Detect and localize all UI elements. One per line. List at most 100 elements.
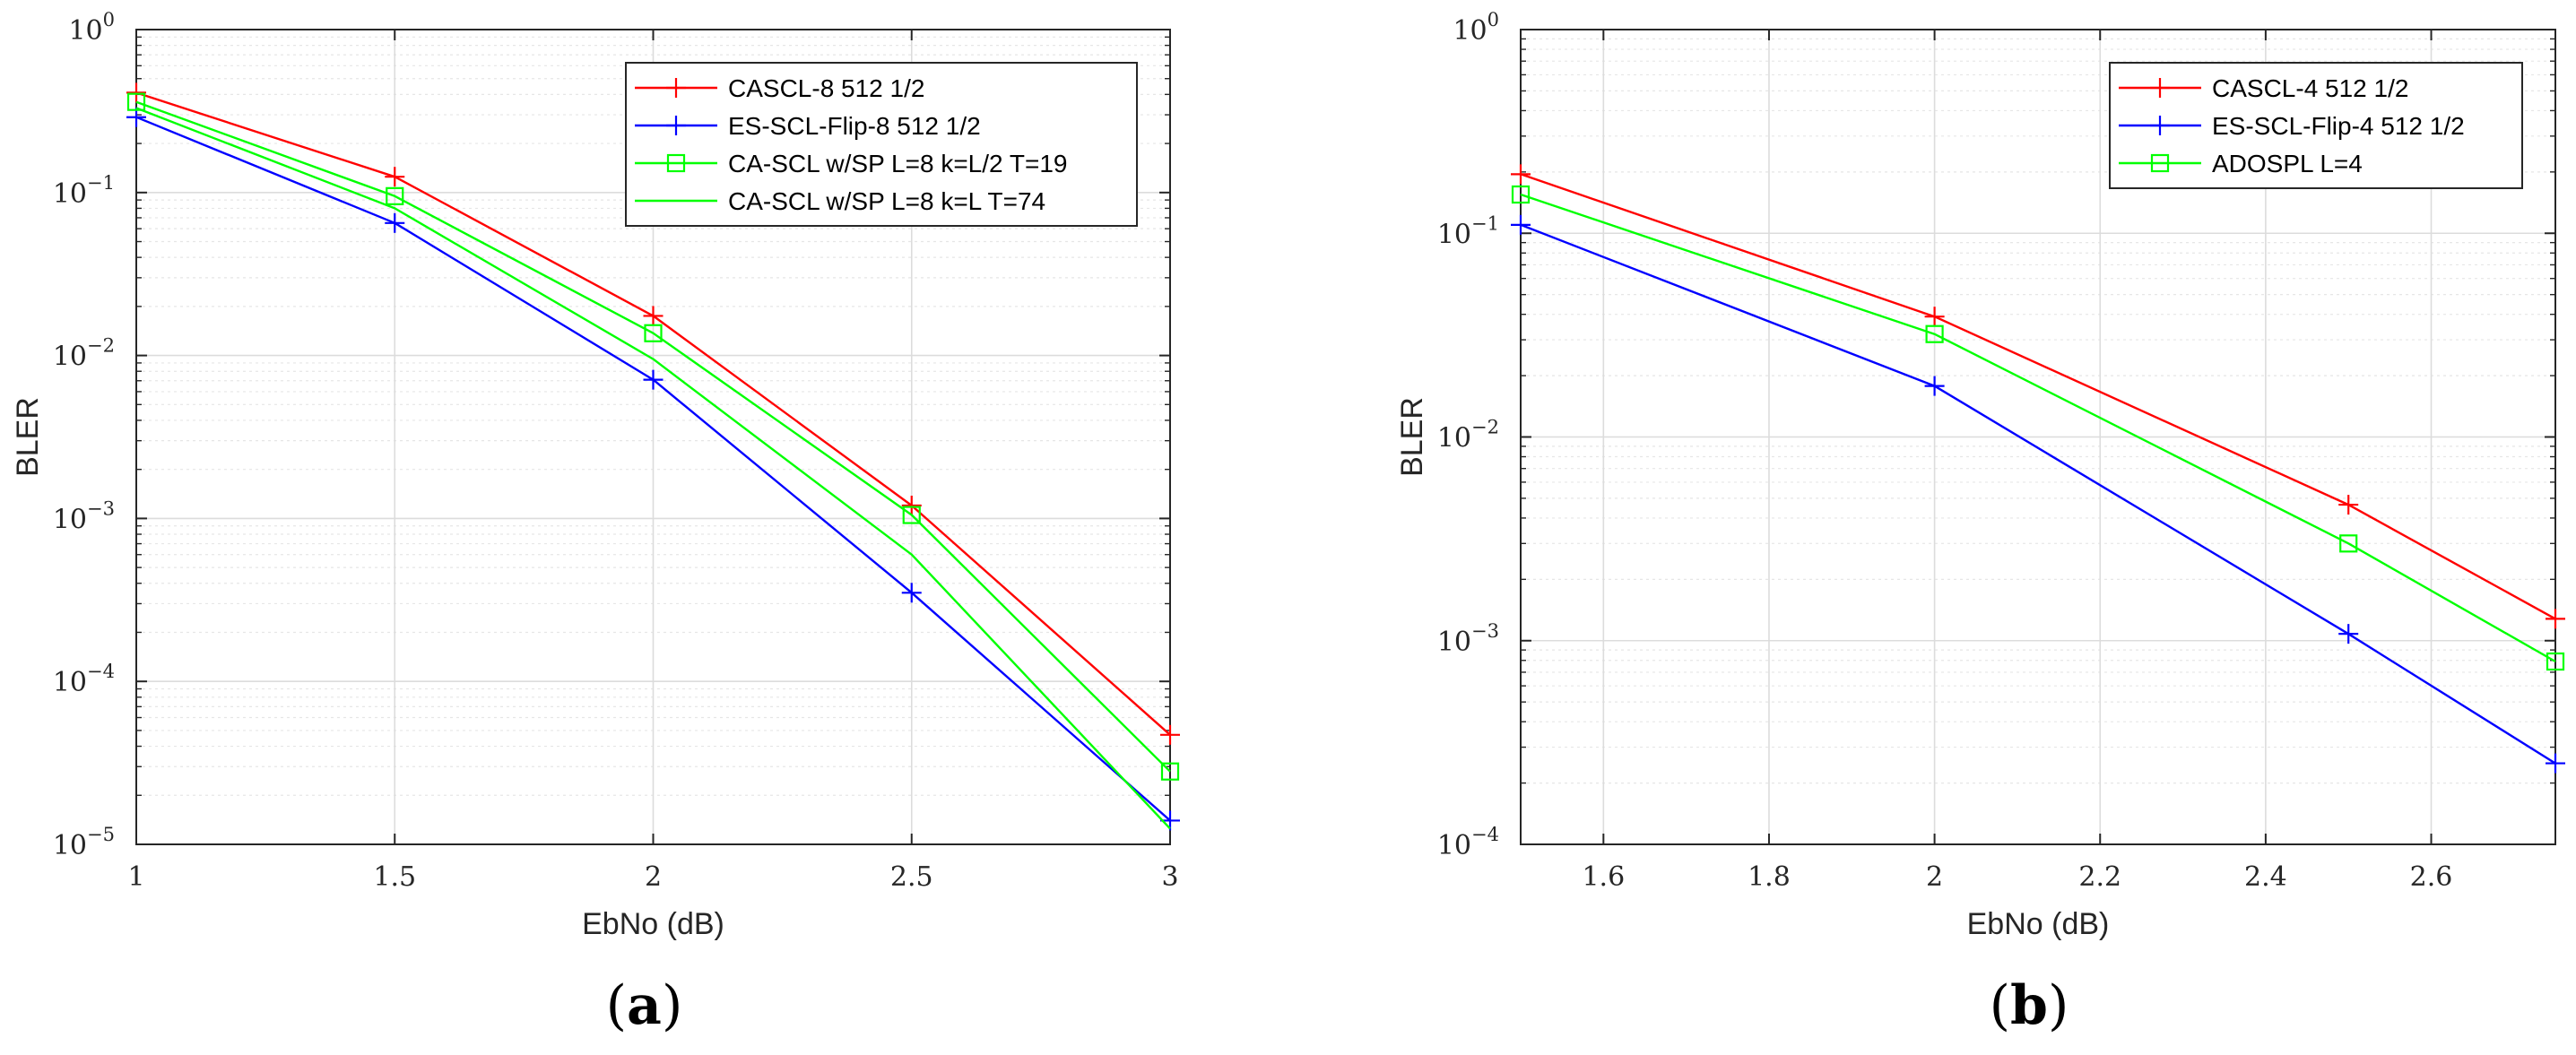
x-tick-label: 2.4 — [2244, 861, 2287, 893]
x-tick-label: 2.6 — [2410, 861, 2453, 893]
y-tick-label: 10−1 — [53, 172, 115, 210]
y-tick-label: 10−5 — [53, 824, 115, 861]
y-tick-exponent: 0 — [1487, 9, 1499, 30]
y-tick-exponent: −2 — [1471, 417, 1499, 438]
y-tick-exponent: −1 — [1471, 212, 1499, 234]
data-point — [643, 306, 664, 326]
data-point — [2546, 652, 2565, 671]
x-axis-label: EbNo (dB) — [1967, 907, 2110, 941]
data-point — [643, 369, 664, 390]
y-tick-exponent: −5 — [87, 824, 115, 845]
x-tick-label: 2 — [1926, 861, 1943, 893]
y-tick-label: 10−2 — [53, 335, 115, 373]
data-point — [2546, 753, 2565, 774]
y-tick-exponent: −3 — [87, 497, 115, 519]
x-tick-label: 1 — [127, 861, 144, 893]
y-tick-label: 10−1 — [1437, 212, 1499, 250]
y-tick-label: 100 — [68, 9, 115, 47]
data-point — [386, 186, 404, 205]
legend: CASCL-4 512 1/2 ES-SCL-Flip-4 512 1/2 ADOS… — [2109, 62, 2523, 189]
legend-marker — [666, 153, 686, 173]
legend-item: ES-SCL-Flip-4 512 1/2 — [2119, 112, 2465, 140]
legend-marker — [2150, 153, 2170, 173]
series-3 — [1511, 185, 2565, 671]
y-tick-exponent: −3 — [1471, 620, 1499, 642]
data-point — [126, 92, 146, 111]
x-axis-label: EbNo (dB) — [582, 907, 724, 941]
series-2 — [1511, 214, 2565, 774]
data-point — [2339, 534, 2358, 553]
x-tick-label: 1.6 — [1582, 861, 1625, 893]
legend-item: ADOSPL L=4 — [2119, 150, 2363, 177]
data-point — [1160, 762, 1180, 781]
legend-label: CA-SCL w/SP L=8 k=L/2 T=19 — [728, 150, 1067, 177]
legend-label: CASCL-4 512 1/2 — [2212, 74, 2408, 102]
data-point — [1511, 214, 1531, 235]
y-axis-label: BLER — [1395, 397, 1429, 477]
y-tick-exponent: −4 — [1471, 824, 1499, 845]
data-point — [901, 583, 922, 603]
legend-label: ES-SCL-Flip-4 512 1/2 — [2212, 112, 2465, 140]
data-point — [1924, 376, 1945, 396]
data-point — [2338, 624, 2359, 644]
y-tick-exponent: −1 — [87, 172, 115, 194]
legend-label: CASCL-8 512 1/2 — [728, 74, 924, 102]
panel-label: (a) — [606, 974, 683, 1037]
legend-item: CASCL-8 512 1/2 — [635, 74, 924, 102]
data-point — [2546, 609, 2565, 629]
x-tick-label: 1.8 — [1748, 861, 1791, 893]
legend-label: CA-SCL w/SP L=8 k=L T=74 — [728, 187, 1045, 215]
y-tick-label: 10−4 — [1437, 824, 1499, 861]
legend-item: CA-SCL w/SP L=8 k=L T=74 — [635, 187, 1045, 215]
panel-label: (b) — [1990, 974, 2069, 1037]
series-1 — [1511, 164, 2565, 629]
legend-marker — [666, 116, 686, 135]
y-tick-label: 100 — [1453, 9, 1499, 47]
legend-marker — [2150, 116, 2170, 135]
x-tick-label: 2 — [645, 861, 662, 893]
legend-box — [625, 62, 1138, 227]
x-tick-label: 2.2 — [2078, 861, 2121, 893]
y-tick-exponent: −4 — [87, 661, 115, 682]
y-tick-label: 10−3 — [53, 497, 115, 535]
chart-panel-b: 1.6 1.8 2 2.2 2.4 2.6 10−4 10−3 10−2 10−1 100 EbNo … — [1395, 9, 2565, 1037]
data-point — [126, 82, 146, 103]
legend-item: CA-SCL w/SP L=8 k=L/2 T=19 — [635, 150, 1067, 177]
y-tick-exponent: 0 — [103, 9, 115, 30]
data-point — [644, 324, 663, 342]
legend-marker — [2150, 78, 2170, 98]
series-line — [1520, 173, 2556, 620]
y-tick-label: 10−2 — [1437, 417, 1499, 454]
data-point — [385, 167, 405, 187]
legend-label: ADOSPL L=4 — [2212, 150, 2363, 177]
data-point — [385, 212, 405, 233]
data-point — [902, 506, 921, 524]
series-3 — [126, 92, 1180, 781]
data-point — [1160, 724, 1180, 745]
y-tick-label: 10−4 — [53, 661, 115, 698]
legend-marker — [666, 78, 686, 98]
y-tick-label: 10−3 — [1437, 620, 1499, 658]
data-point — [1924, 307, 1945, 327]
series-line — [1520, 223, 2556, 765]
x-tick-label: 1.5 — [373, 861, 416, 893]
legend-item: ES-SCL-Flip-8 512 1/2 — [635, 112, 981, 140]
x-tick-label: 2.5 — [890, 861, 933, 893]
data-point — [1925, 324, 1944, 343]
series-1 — [126, 82, 1180, 745]
legend-item: CASCL-4 512 1/2 — [2119, 74, 2408, 102]
chart-panel-a: 1 1.5 2 2.5 3 10−5 10−4 10−3 10−2 10−1 100 EbNo (dB… — [11, 9, 1180, 1037]
series-line — [135, 100, 1171, 773]
series-4 — [135, 107, 1171, 830]
series-2 — [126, 107, 1180, 831]
series-line — [135, 107, 1171, 830]
data-point — [1511, 164, 1531, 185]
data-point — [1511, 185, 1531, 204]
data-point — [2338, 495, 2359, 515]
legend-label: ES-SCL-Flip-8 512 1/2 — [728, 112, 981, 140]
y-tick-exponent: −2 — [87, 335, 115, 357]
series-line — [1520, 193, 2556, 663]
data-point — [901, 496, 922, 516]
y-axis-label: BLER — [11, 397, 45, 477]
